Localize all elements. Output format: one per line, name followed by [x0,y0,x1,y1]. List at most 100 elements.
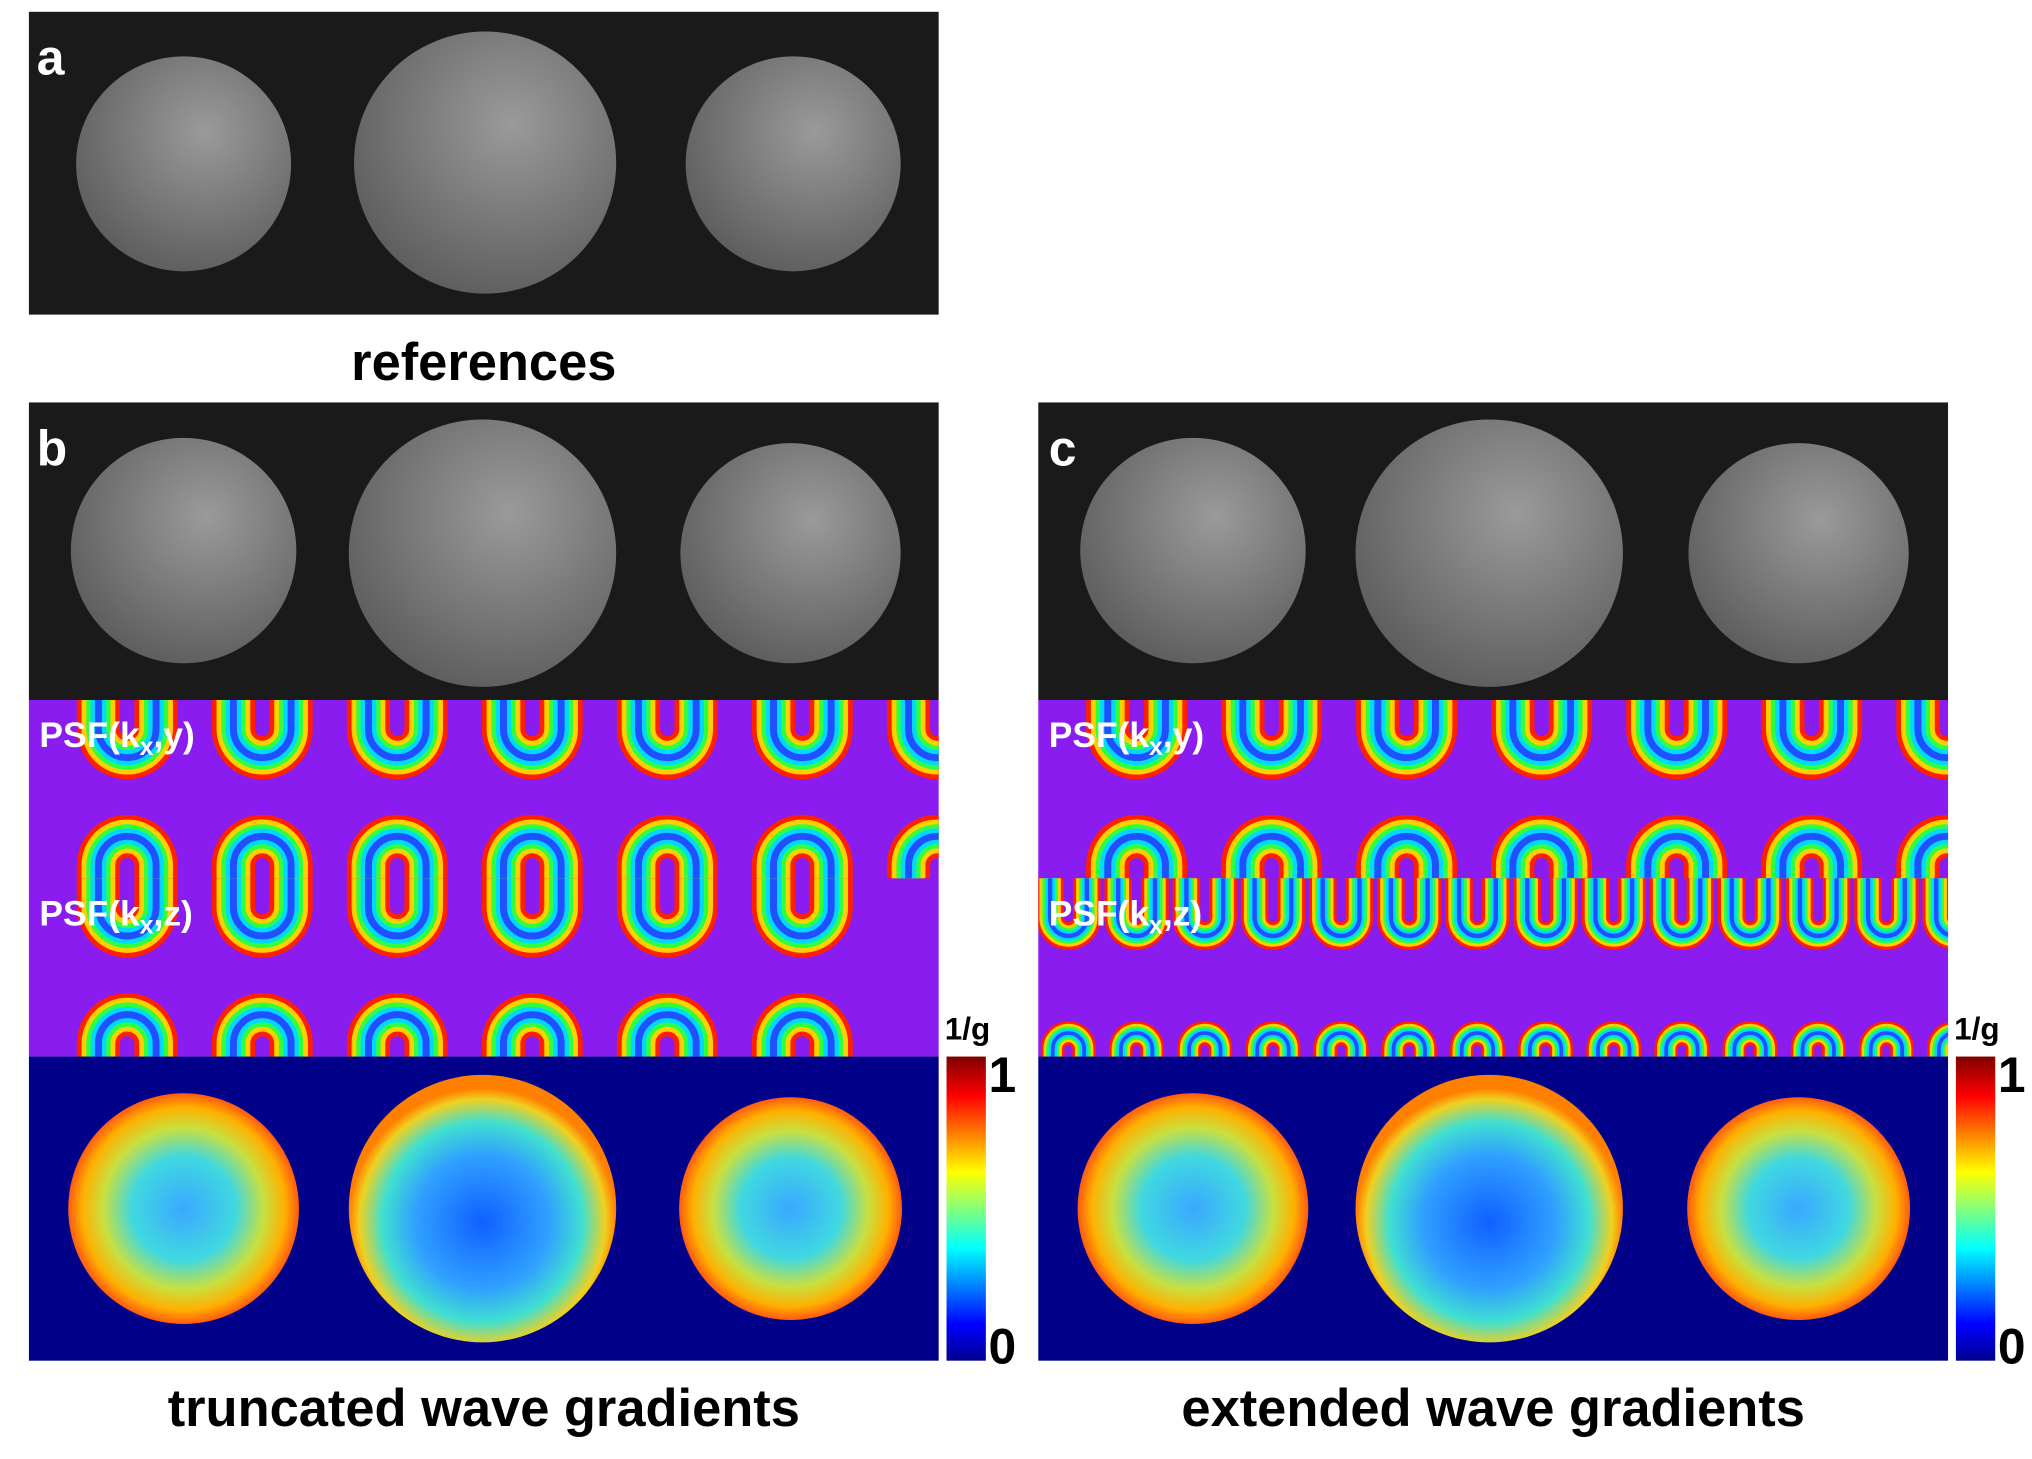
phantom [1688,443,1909,664]
psf-stripe [1391,1031,1427,1057]
psf-stripe [499,1011,565,1057]
psf-stripe [1914,700,1949,762]
gmap-circle [679,1097,902,1321]
colorbar-label: 1/g [1954,1012,1999,1047]
colorbar-max: 1 [1998,1047,2026,1103]
psf-stripe [1593,878,1635,939]
psf-label: PSF(kx,z) [1049,894,1202,939]
panel-label: b [37,420,67,476]
psf-stripe [635,700,700,762]
psf-stripe [94,832,160,879]
psf-stripe [1323,1031,1359,1057]
psf-pattern [76,700,939,1057]
psf-stripe [1118,1031,1155,1057]
psf-stripe [364,1011,430,1057]
psf-stripe [770,1011,835,1057]
psf-stripe [905,700,939,762]
psf-stripe [229,832,295,879]
phantom [1080,437,1306,664]
psf-stripe [1934,878,1949,938]
psf-stripe [499,878,565,940]
psf-stripe [770,700,835,762]
psf-stripe [1388,878,1430,939]
psf-stripe [499,832,565,879]
colorbar-min: 0 [1998,1318,2026,1374]
psf-stripe [1456,878,1498,939]
psf-pattern [1038,700,1949,1057]
caption: truncated wave gradients [168,1380,800,1438]
phantom [685,56,901,272]
psf-stripe [94,700,160,762]
psf-stripe [1459,1031,1496,1057]
phantom [354,31,617,294]
psf-stripe [1914,832,1949,879]
psf-stripe [635,832,700,879]
psf-stripe [1800,1031,1836,1057]
psf-stripe [1661,878,1703,939]
gmap-circle [1355,1074,1623,1343]
psf-label: PSF(kx,y) [39,716,194,761]
psf-stripe [94,1011,160,1057]
colorbar-max: 1 [988,1047,1016,1103]
psf-stripe [1779,700,1844,762]
psf-stripe [499,700,565,762]
psf-stripe [770,832,835,879]
caption: extended wave gradients [1181,1380,1804,1438]
colorbar [946,1056,986,1361]
psf-stripe [94,878,160,940]
psf-label: PSF(kx,y) [1049,716,1204,761]
panel-b: 1/g 1 0 b PSF(kx,y) PSF(kx,z) truncated … [28,402,1016,1438]
psf-stripe [229,1011,295,1057]
psf-stripe [1729,878,1771,939]
gmap-circle [68,1093,299,1324]
colorbar-label: 1/g [945,1012,990,1047]
gmap-circle [348,1074,617,1343]
psf-stripe [635,878,700,940]
psf-stripe [1664,1031,1700,1057]
caption: references [351,334,616,392]
panel-a: a references [28,11,939,392]
psf-stripe [635,1011,700,1057]
psf-stripe [1509,832,1574,879]
psf-stripe [1252,878,1294,939]
psf-stripe [1116,878,1158,939]
psf-stripe [1868,1031,1905,1057]
psf-stripe [364,878,430,940]
colorbar-min: 0 [988,1318,1016,1374]
psf-stripe [1732,1031,1768,1057]
psf-stripe [1255,1031,1291,1057]
panel-label: c [1049,420,1077,476]
psf-stripe [1797,878,1839,939]
psf-stripe [770,878,835,940]
panel-c: 1/g 1 0 c PSF(kx,y) PSF(kx,z) extended w… [1038,402,2026,1438]
psf-stripe [1374,700,1439,762]
psf-stripe [229,878,295,940]
psf-stripe [905,832,939,879]
psf-stripe [1644,832,1709,879]
phantom [680,443,901,664]
psf-stripe [1184,878,1226,939]
panel-label: a [37,30,66,86]
phantom [348,419,617,687]
psf-stripe [1525,878,1567,939]
psf-stripe [1779,832,1844,879]
psf-stripe [1187,1031,1223,1057]
psf-stripe [1050,1031,1087,1057]
colorbar [1955,1056,1996,1361]
psf-stripe [364,832,430,879]
psf-stripe [1239,832,1304,879]
psf-stripe [1509,700,1574,762]
gmap-circle [1687,1097,1911,1321]
phantom [76,56,292,272]
psf-stripe [1239,700,1304,762]
psf-stripe [1527,1031,1564,1057]
psf-stripe [1936,1032,1949,1057]
phantom [70,437,297,664]
psf-stripe [1047,878,1089,939]
psf-stripe [1320,878,1362,939]
psf-stripe [1644,700,1709,762]
psf-stripe [1865,878,1907,939]
gmap-circle [1077,1093,1309,1324]
psf-stripe [229,700,295,762]
